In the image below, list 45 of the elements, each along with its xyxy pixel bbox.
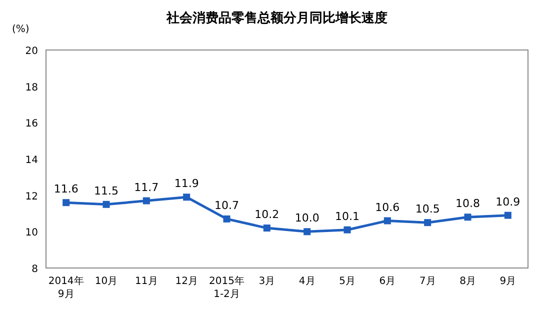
x-tick-label: 8月 — [460, 276, 476, 287]
data-label: 10.6 — [375, 200, 400, 214]
point — [304, 228, 311, 236]
y-tick-label: 16 — [25, 118, 38, 130]
x-tick-label: 2014年 9月 — [48, 275, 84, 300]
y-axis-title: (%) — [12, 24, 30, 35]
point — [344, 226, 351, 234]
x-tick-label: 12月 — [175, 276, 198, 287]
x-tick-label: 7月 — [419, 276, 436, 287]
data-label: 11.9 — [174, 177, 199, 190]
x-tick-label: 10月 — [94, 276, 118, 287]
point — [384, 217, 391, 224]
data-label: 10.7 — [214, 198, 239, 212]
y-tick-label: 12 — [25, 191, 38, 202]
y-tick-label: 20 — [25, 46, 38, 57]
y-tick-label: 8 — [32, 264, 38, 275]
data-label: 10.8 — [456, 197, 480, 210]
data-label: 11.5 — [94, 184, 118, 198]
data-label: 11.7 — [134, 180, 159, 194]
chart-title: 社会消费品零售总额分月同比增长速度 — [166, 10, 388, 26]
x-tick-label: 4月 — [298, 276, 316, 287]
x-tick-label: 5月 — [339, 276, 356, 287]
point — [142, 197, 150, 204]
y-tick-label: 10 — [25, 228, 38, 239]
data-label: 10.0 — [294, 212, 320, 225]
point — [464, 214, 472, 221]
point — [263, 224, 270, 232]
point — [504, 212, 512, 219]
data-label: 10.5 — [415, 202, 440, 216]
point — [223, 215, 230, 222]
point — [424, 219, 432, 226]
y-tick-label: 18 — [25, 82, 38, 94]
data-label: 10.1 — [335, 210, 360, 223]
x-tick-label: 3月 — [258, 276, 276, 287]
point — [62, 199, 70, 206]
data-label: 10.9 — [496, 195, 520, 208]
data-label: 11.6 — [54, 182, 78, 196]
x-tick-label: 9月 — [500, 276, 516, 287]
x-tick-label: 6月 — [379, 276, 396, 287]
x-tick-label: 2015年 1-2月 — [209, 275, 244, 300]
point — [183, 194, 190, 201]
y-tick-label: 14 — [25, 155, 38, 166]
point — [102, 200, 110, 208]
data-label: 10.2 — [254, 208, 280, 222]
x-tick-label: 11月 — [135, 276, 158, 287]
